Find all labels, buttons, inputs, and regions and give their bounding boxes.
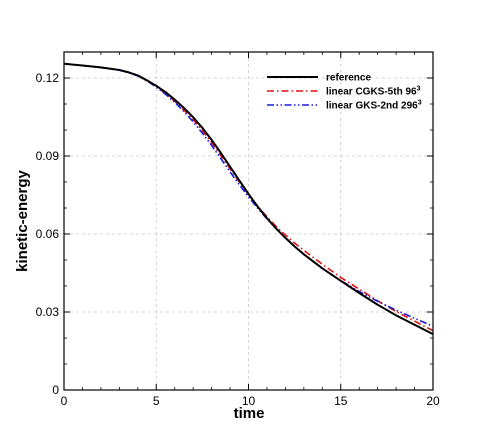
y-tick-label: 0.03 <box>36 305 60 319</box>
axis-ticks: 0 5 10 15 20 0 0.03 0.06 0.09 0.12 <box>36 51 440 408</box>
grid <box>64 52 433 390</box>
y-tick-label: 0.09 <box>36 149 60 163</box>
legend: reference linear CGKS-5th 963 linear GKS-2… <box>267 73 422 112</box>
x-tick-label: 15 <box>334 394 348 408</box>
y-tick-label: 0.12 <box>36 71 60 85</box>
x-tick-label: 20 <box>426 394 440 408</box>
x-tick-label: 0 <box>61 394 68 408</box>
series-line-0 <box>63 62 434 335</box>
legend-label: linear CGKS-5th 963 <box>326 86 421 98</box>
legend-label: linear GKS-2nd 2963 <box>326 100 422 112</box>
y-tick-label: 0 <box>52 383 59 397</box>
x-tick-label: 5 <box>153 394 160 408</box>
legend-label-sup: 3 <box>418 100 422 107</box>
legend-label: reference <box>326 73 371 84</box>
y-axis-title: kinetic-energy <box>14 169 31 271</box>
y-tick-label: 0.06 <box>36 227 60 241</box>
x-axis-title: time <box>234 405 265 422</box>
x-tick-label: 10 <box>242 394 256 408</box>
series-lines <box>63 62 434 335</box>
legend-label-sup: 3 <box>417 86 421 93</box>
